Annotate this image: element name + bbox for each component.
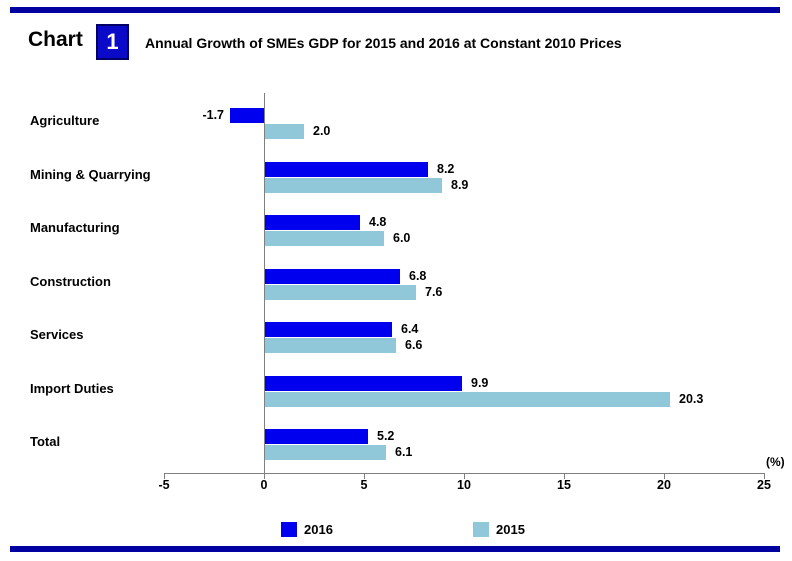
chart-number: 1 <box>106 29 119 54</box>
value-label-2015-1: 2.0 <box>313 124 331 138</box>
bar-2015-2 <box>264 178 442 193</box>
category-label-import-duties: Import Duties <box>30 381 114 396</box>
category-label-manufacturing: Manufacturing <box>30 220 120 235</box>
bar-2016-1 <box>230 108 264 123</box>
x-axis-tick-label-20: 20 <box>657 478 671 492</box>
x-axis-tick-10 <box>464 474 465 479</box>
chart-label: Chart <box>28 28 83 51</box>
legend-swatch-2016 <box>281 522 297 537</box>
bar-2016-6 <box>264 376 462 391</box>
x-axis-tick--5 <box>164 474 165 479</box>
bar-2016-5 <box>264 322 392 337</box>
x-axis-line <box>164 473 765 474</box>
bar-2016-4 <box>264 269 400 284</box>
x-axis-tick-label-10: 10 <box>457 478 471 492</box>
value-label-2015-4: 7.6 <box>425 285 443 299</box>
value-label-2015-7: 6.1 <box>395 445 413 459</box>
x-axis-tick-25 <box>764 474 765 479</box>
bar-2015-1 <box>264 124 304 139</box>
bar-2016-7 <box>264 429 368 444</box>
bar-2016-2 <box>264 162 428 177</box>
value-label-2015-6: 20.3 <box>679 392 704 406</box>
x-axis-tick-label--5: -5 <box>158 478 170 492</box>
bar-2015-7 <box>264 445 386 460</box>
bottom-border-rule <box>10 546 780 552</box>
bar-2015-4 <box>264 285 416 300</box>
x-axis-tick-label-15: 15 <box>557 478 571 492</box>
category-label-mining-quarrying: Mining & Quarrying <box>30 167 151 182</box>
axis-unit-label: (%) <box>766 455 785 469</box>
value-label-2016-2: 8.2 <box>437 162 455 176</box>
value-label-2015-2: 8.9 <box>451 178 469 192</box>
chart-number-badge: 1 <box>96 24 129 60</box>
value-label-2016-7: 5.2 <box>377 429 395 443</box>
x-axis-tick-label-0: 0 <box>260 478 268 492</box>
x-axis-tick-label-5: 5 <box>360 478 368 492</box>
value-label-2016-6: 9.9 <box>471 376 489 390</box>
value-label-2016-3: 4.8 <box>369 215 387 229</box>
category-label-services: Services <box>30 327 84 342</box>
x-axis-tick-20 <box>664 474 665 479</box>
x-axis-tick-5 <box>364 474 365 479</box>
value-label-2015-3: 6.0 <box>393 231 411 245</box>
x-axis-tick-0 <box>264 474 265 479</box>
value-label-2016-1: -1.7 <box>202 108 224 122</box>
chart-title: Annual Growth of SMEs GDP for 2015 and 2… <box>145 35 622 51</box>
value-label-2016-5: 6.4 <box>401 322 419 336</box>
top-border-rule <box>10 7 780 13</box>
category-label-agriculture: Agriculture <box>30 113 100 128</box>
category-label-total: Total <box>30 434 61 449</box>
bar-2015-3 <box>264 231 384 246</box>
legend-label-2015: 2015 <box>496 522 525 537</box>
category-label-construction: Construction <box>30 274 111 289</box>
bar-2016-3 <box>264 215 360 230</box>
value-label-2016-4: 6.8 <box>409 269 427 283</box>
legend-label-2016: 2016 <box>304 522 333 537</box>
x-axis-tick-label-25: 25 <box>757 478 771 492</box>
bar-2015-6 <box>264 392 670 407</box>
value-label-2015-5: 6.6 <box>405 338 423 352</box>
zero-baseline <box>264 93 265 473</box>
bar-2015-5 <box>264 338 396 353</box>
legend-swatch-2015 <box>473 522 489 537</box>
x-axis-tick-15 <box>564 474 565 479</box>
